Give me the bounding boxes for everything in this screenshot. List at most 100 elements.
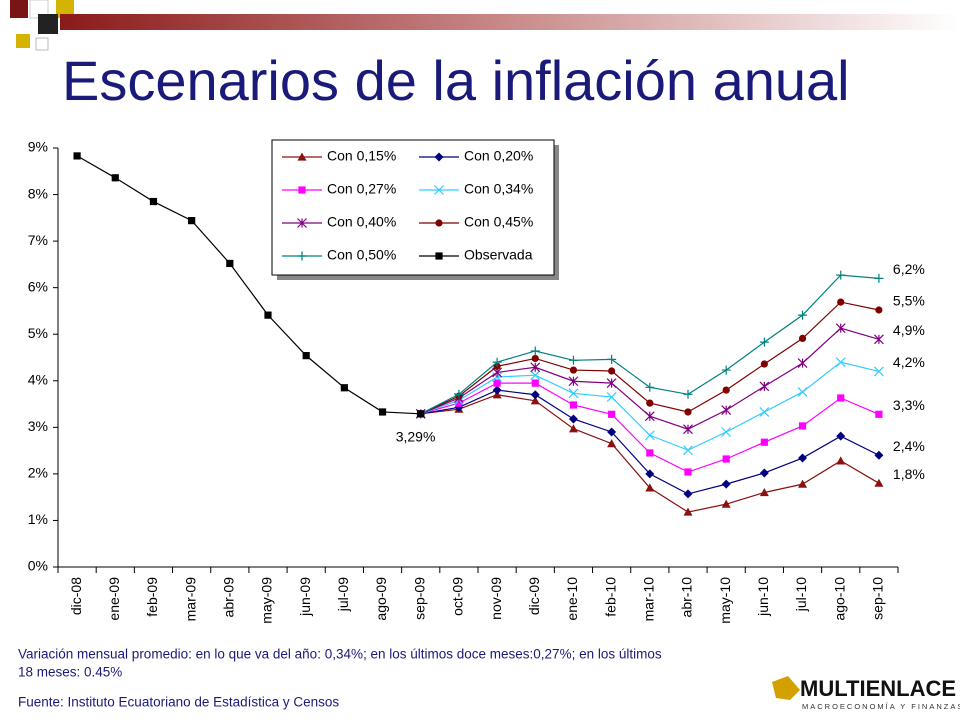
- marker: [645, 469, 655, 479]
- marker: [531, 379, 539, 387]
- marker: [608, 367, 616, 375]
- x-tick-label: ene-09: [106, 577, 122, 621]
- marker: [568, 376, 579, 387]
- plot: 0% 1% 2% 3% 4% 5% 6% 7% 8% 9% dic-08 ene-09 feb-09 ma…: [28, 139, 925, 624]
- legend-label: Con 0,40%: [327, 214, 396, 230]
- logo-tagline: MACROECONOMÍA Y FINANZAS: [802, 702, 960, 711]
- marker: [721, 499, 731, 508]
- marker: [760, 360, 768, 368]
- x-tick-label: dic-09: [526, 577, 542, 615]
- marker: [798, 422, 807, 430]
- legend-label: Con 0,15%: [327, 148, 396, 164]
- marker: [378, 408, 387, 416]
- marker: [531, 354, 539, 363]
- marker: [798, 310, 808, 320]
- marker: [297, 152, 307, 161]
- marker: [454, 389, 464, 399]
- marker: [607, 354, 617, 364]
- marker: [645, 382, 655, 392]
- y-tick-label: 8%: [28, 185, 48, 201]
- marker: [721, 479, 731, 489]
- marker: [569, 366, 578, 374]
- x-tick-label: mar-10: [641, 577, 657, 622]
- marker: [721, 405, 732, 416]
- marker: [530, 370, 541, 381]
- marker: [568, 424, 578, 433]
- marker: [759, 488, 769, 497]
- marker: [492, 385, 502, 395]
- x-tick-label: ago-09: [373, 577, 389, 621]
- x-tick-label: nov-09: [488, 577, 504, 620]
- marker: [149, 197, 158, 206]
- marker: [302, 352, 310, 360]
- y-tick-label: 2%: [28, 465, 48, 481]
- marker: [722, 455, 730, 463]
- decoration: [10, 0, 960, 51]
- marker: [111, 174, 119, 182]
- legend-label: Con 0,50%: [327, 247, 396, 263]
- series-line: [76, 155, 421, 415]
- marker: [873, 366, 884, 377]
- legend: Con 0,15% Con 0,20% Con 0,27% Con 0,34% Con …: [271, 139, 559, 280]
- x-tick-label: may-09: [259, 577, 275, 624]
- y-tick-label: 6%: [28, 278, 48, 294]
- marker: [837, 298, 845, 306]
- legend-label: Observada: [464, 247, 533, 263]
- data-label: 5,5%: [893, 293, 925, 309]
- marker: [226, 259, 234, 268]
- x-tick-label: ene-10: [564, 577, 580, 621]
- marker: [606, 378, 617, 389]
- marker: [530, 346, 540, 356]
- marker: [492, 357, 502, 367]
- marker: [417, 410, 425, 418]
- marker: [684, 408, 692, 416]
- logo-name: MULTIENLACE: [800, 676, 956, 701]
- legend-label: Con 0,27%: [327, 181, 396, 197]
- marker: [836, 456, 846, 465]
- marker: [683, 424, 693, 435]
- marker: [759, 468, 769, 478]
- marker: [297, 251, 307, 261]
- x-tick-label: sep-10: [870, 577, 886, 620]
- title: Escenarios de la inflación anual: [62, 49, 850, 112]
- marker: [607, 427, 617, 437]
- note: 18 meses: 0.45%: [18, 665, 122, 680]
- marker: [568, 388, 579, 399]
- marker: [188, 217, 196, 225]
- marker: [434, 185, 444, 195]
- note: Variación mensual promedio: en lo que va…: [18, 647, 662, 662]
- data-label: 3,3%: [893, 397, 925, 413]
- legend-label: Con 0,34%: [464, 181, 533, 197]
- marker: [835, 357, 846, 368]
- marker: [646, 399, 654, 407]
- marker: [683, 389, 693, 399]
- marker: [434, 152, 444, 162]
- marker: [530, 390, 540, 400]
- marker: [73, 152, 81, 160]
- marker: [759, 381, 770, 392]
- marker: [760, 438, 768, 446]
- marker: [798, 479, 808, 488]
- marker: [683, 489, 693, 499]
- marker: [873, 334, 884, 345]
- x-tick-label: sep-09: [411, 577, 427, 620]
- marker: [722, 386, 730, 394]
- data-label: 4,9%: [893, 322, 925, 338]
- x-tick-label: jul-09: [335, 577, 351, 612]
- marker: [530, 362, 541, 373]
- marker: [759, 337, 769, 347]
- marker: [297, 218, 307, 228]
- logo: MULTIENLACE MACROECONOMÍA Y FINANZAS: [772, 676, 960, 711]
- marker: [455, 399, 463, 407]
- data-label: 2,4%: [893, 438, 925, 454]
- x-tick-label: may-10: [717, 577, 733, 624]
- y-tick-label: 1%: [28, 511, 48, 527]
- x-tick-label: dic-08: [68, 577, 84, 615]
- marker: [340, 384, 348, 392]
- marker: [875, 410, 883, 418]
- marker: [874, 478, 884, 487]
- marker: [836, 431, 846, 441]
- marker: [798, 453, 808, 463]
